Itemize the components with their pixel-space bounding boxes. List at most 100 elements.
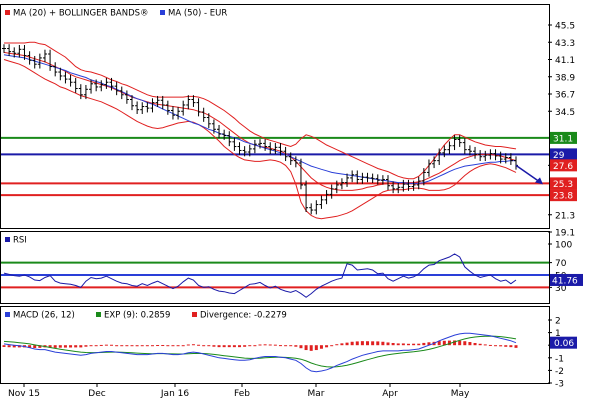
divergence-bar <box>202 345 206 347</box>
price-bar <box>360 172 365 184</box>
price-bar <box>508 153 513 165</box>
divergence-bar <box>248 345 252 347</box>
divergence-bar <box>391 342 395 346</box>
divergence-bar <box>458 340 462 346</box>
price-bar <box>278 143 283 156</box>
price-bar <box>22 44 27 60</box>
divergence-bar <box>330 345 334 347</box>
price-bar <box>467 145 472 156</box>
divergence-bar <box>273 344 277 346</box>
price-bar <box>355 170 360 184</box>
price-bar <box>411 180 416 191</box>
price-bar <box>309 203 314 215</box>
price-bar <box>27 51 32 65</box>
divergence-bar <box>314 345 318 351</box>
price-bar <box>380 175 385 185</box>
price-bar <box>339 178 344 190</box>
rsi-legend: RSI <box>5 236 27 246</box>
price-bar <box>94 79 99 92</box>
price-bar <box>181 100 186 116</box>
price-bar <box>217 124 222 139</box>
price-bar <box>140 102 145 114</box>
x-tick-label: Apr <box>382 389 398 399</box>
price-bar <box>298 158 303 190</box>
price-value-badge-label: 27.6 <box>553 162 573 172</box>
bollinger-lower-line <box>3 59 517 220</box>
divergence-bar <box>514 345 518 348</box>
price-bar <box>442 145 447 158</box>
price-bar <box>58 67 63 81</box>
rsi-value-badge-label: 41.76 <box>552 276 578 286</box>
divergence-bar <box>504 345 508 347</box>
divergence-bar <box>406 343 410 346</box>
price-bar <box>304 180 309 213</box>
price-bar <box>375 174 380 185</box>
macd-y-tick-label: -1 <box>555 354 564 364</box>
price-bar <box>232 137 237 151</box>
price-bar <box>273 143 278 154</box>
price-bar <box>114 81 119 96</box>
divergence-bar <box>79 345 83 348</box>
macd-y-tick-label: -2 <box>555 367 564 377</box>
divergence-bar <box>335 344 339 346</box>
price-y-tick-label: 38.9 <box>555 73 575 83</box>
legend-swatch-ma50 <box>160 10 165 15</box>
price-value-badge <box>550 148 577 161</box>
price-bar <box>426 159 431 177</box>
divergence-bar <box>417 343 421 346</box>
price-bar <box>457 135 462 147</box>
price-bar <box>176 106 181 120</box>
divergence-bar <box>412 343 416 346</box>
price-bar <box>293 156 298 168</box>
x-tick-label: Dec <box>88 389 105 399</box>
divergence-bar <box>376 341 380 346</box>
divergence-bar <box>48 345 52 348</box>
price-bar <box>211 119 216 134</box>
price-panel-frame <box>0 4 550 229</box>
price-bar <box>170 106 175 120</box>
divergence-bar <box>58 345 62 348</box>
price-bar <box>242 146 247 157</box>
price-bar <box>196 98 201 117</box>
divergence-bar <box>227 345 231 348</box>
price-bar <box>498 151 503 164</box>
divergence-bar <box>340 343 344 346</box>
divergence-bar <box>278 345 282 347</box>
divergence-bar <box>309 345 313 351</box>
price-bar <box>283 146 288 162</box>
price-bar <box>462 138 467 154</box>
divergence-bar <box>84 345 88 347</box>
divergence-bar <box>289 345 293 347</box>
price-bar <box>483 150 488 162</box>
price-bar <box>432 156 437 169</box>
divergence-bar <box>284 345 288 347</box>
price-bar <box>32 55 37 69</box>
price-bar <box>334 180 339 194</box>
divergence-bar <box>468 342 472 346</box>
divergence-bar <box>130 345 134 347</box>
price-bar <box>416 176 421 190</box>
price-bar <box>478 150 483 162</box>
forecast-arrow-head <box>535 177 543 185</box>
price-bar <box>37 53 42 69</box>
price-bar <box>314 200 319 215</box>
rsi-line <box>3 253 517 298</box>
legend-label-ma50: MA (50) - EUR <box>168 9 227 19</box>
divergence-bar <box>7 345 11 348</box>
price-bar <box>227 131 232 147</box>
divergence-bar <box>319 345 323 349</box>
price-bar <box>350 170 355 183</box>
price-y-tick-label: 45.5 <box>555 22 575 32</box>
divergence-bar <box>371 341 375 346</box>
price-bar <box>130 95 134 111</box>
divergence-bar <box>89 345 93 347</box>
divergence-bar <box>294 345 298 347</box>
divergence-bar <box>69 345 73 348</box>
price-bar <box>48 49 53 71</box>
x-axis: Nov 15 Dec Jan 16 Feb Mar Apr May <box>8 383 470 399</box>
price-y-tick-label: 36.7 <box>555 91 575 101</box>
price-bar <box>17 44 22 58</box>
divergence-bar <box>99 344 103 346</box>
